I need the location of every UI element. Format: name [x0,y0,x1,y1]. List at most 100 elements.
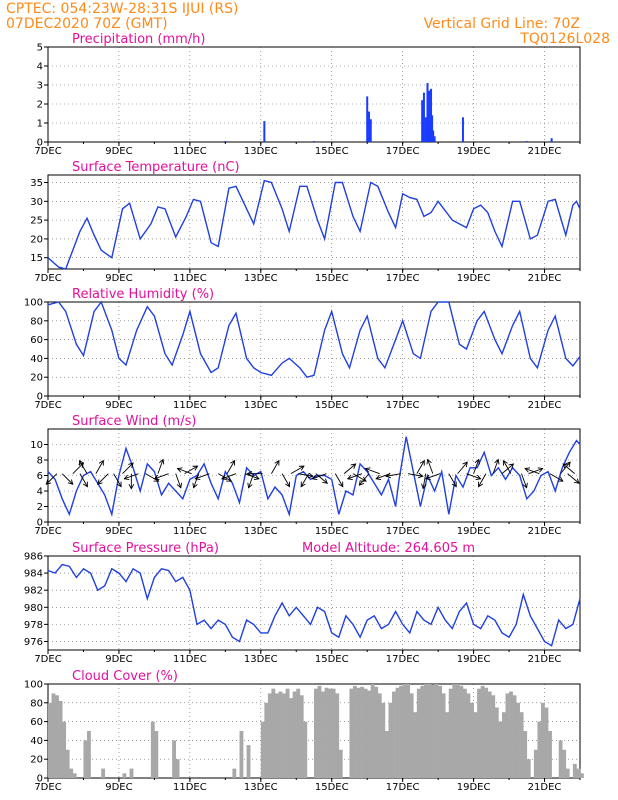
temperature-ytick-label: 35 [30,178,43,189]
pressure-xtick-label: 21DEC [528,654,562,665]
wind-arrow [385,472,401,479]
wind-arrow-head [474,458,480,465]
wind-arrow-head [123,474,130,480]
cloud-cover-bar [462,688,467,778]
cloud-cover-ytick-label: 40 [30,736,43,747]
cloud-cover-bar [544,707,549,778]
humidity-ytick-label: 0 [37,392,43,403]
panel-humidity: 0 20 40 60 80 100 7DEC 9DEC 11DEC 13DEC 15DEC 17DEC… [24,287,581,411]
precipitation-xtick-label: 9DEC [105,146,132,157]
wind-arrow-head [192,465,199,471]
wind-arrow-shaft [473,459,480,474]
wind-arrow-head [424,474,431,480]
wind-arrow [502,459,512,474]
cloud-cover-bar [367,690,372,778]
wind-arrow-head [128,484,135,490]
cloud-cover-bar [321,691,325,778]
pressure-annotation: Model Altitude: 264.605 m [302,541,475,556]
wind-arrow-shaft [95,460,104,474]
cloud-cover-bar [420,685,425,778]
wind-arrow-head [502,459,508,466]
cloud-cover-bar [388,702,393,778]
cloud-cover-bar [51,693,56,778]
wind-arrow-shaft [416,460,425,474]
wind-arrow-shaft [425,473,441,480]
precipitation-ytick-label: 1 [37,119,43,130]
panel-temperature: 15 20 25 30 35 7DEC 9DEC 11DEC 13DEC 15DEC 17DEC 19… [30,160,581,284]
pressure-title: Surface Pressure (hPa) [72,541,219,556]
cloud-cover-bar [55,695,59,778]
cloud-cover-xtick-label: 15DEC [315,782,349,793]
wind-arrow-head [253,474,260,480]
wind-arrow [113,473,122,488]
wind-arrow [246,470,263,477]
wind-arrow-head [565,461,571,468]
cloud-cover-bar [338,749,343,778]
wind-arrow [358,473,370,486]
precipitation-ytick-label: 0 [37,138,43,149]
wind-arrow [562,463,575,474]
wind-arrow-shaft [457,461,468,474]
pressure-xtick-label: 15DEC [315,654,349,665]
cloud-cover-bar [477,688,481,778]
cloud-cover-bar [402,684,407,778]
wind-arrow-head [537,467,544,473]
precipitation-bar [461,117,464,142]
cloud-cover-bar [48,702,52,778]
humidity-frame [47,301,581,397]
wind-arrow-head [298,465,305,471]
temperature-ytick-label: 30 [30,197,43,208]
wind-arrow-head [246,470,253,477]
cloud-cover-bar [526,759,531,778]
temperature-ytick-label: 25 [30,216,43,227]
wind-arrow-shaft [312,473,327,480]
wind-arrow-head [375,474,382,480]
cloud-cover-bar [289,698,294,778]
cloud-cover-xtick-label: 13DEC [244,782,278,793]
cloud-cover-bar [470,702,474,778]
wind-arrow [478,473,487,488]
cloud-cover-bar [83,740,88,778]
panels: 0 1 2 3 4 5 7DEC 9DEC 11DEC 13DEC 15DEC 17DEC 19DEC 2… [24,32,584,793]
precipitation-xtick-label: 7DEC [34,146,61,157]
pressure-ytick-label: 978 [24,620,43,631]
pressure-xtick-label: 17DEC [386,654,420,665]
precipitation-title: Precipitation (mm/h) [72,32,205,47]
wind-arrow [416,459,425,474]
cloud-cover-ytick-label: 20 [30,755,43,766]
wind-arrow [290,465,305,475]
wind-arrow [524,467,540,475]
cloud-cover-bar [565,768,570,778]
cloud-cover-bar [413,712,418,778]
wind-arrow-head [79,459,85,466]
wind-arrow-shaft [407,473,423,477]
wind-arrow [123,473,139,480]
wind-arrow [407,472,424,479]
cloud-cover-bar [101,768,106,778]
cloud-cover-bar [452,684,457,778]
cloud-cover-bar [335,693,340,778]
cloud-cover-bar [448,688,453,778]
cloud-cover-bar [562,749,567,778]
temperature-xtick-label: 11DEC [173,273,207,284]
cloud-cover-xtick-label: 11DEC [173,782,207,793]
cloud-cover-ytick-label: 80 [30,698,43,709]
cloud-cover-bar [427,684,432,778]
wind-arrow-shaft [79,460,88,474]
wind-arrow-head [45,479,52,485]
header: CPTEC: 054:23W-28:31S IJUI (RS) 07DEC202… [6,1,610,47]
wind-arrow-shaft [427,459,434,474]
wind-arrow [521,473,528,489]
cloud-cover-bar [317,685,322,778]
humidity-xtick-label: 7DEC [34,400,61,411]
wind-arrow [560,461,571,474]
temperature-xtick-label: 9DEC [105,273,132,284]
wind-arrow-head [522,482,528,489]
wind-arrow-head [311,474,318,480]
wind-arrow [176,467,192,475]
cloud-cover-bar [282,693,286,778]
wind-arrow-shaft [45,473,58,485]
pressure-xtick-label: 11DEC [173,654,207,665]
cloud-cover-bar [175,759,180,778]
wind-arrow-shaft [524,468,540,475]
